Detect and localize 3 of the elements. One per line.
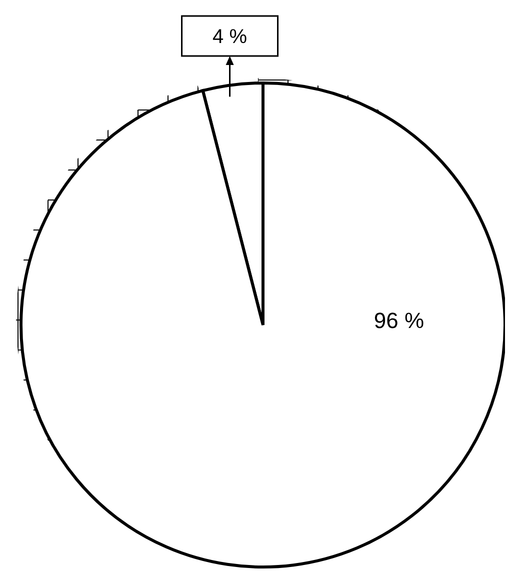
pie-slice: [20, 82, 505, 568]
data-label: 4 %: [212, 26, 248, 48]
data-label: 96 %: [374, 308, 424, 333]
